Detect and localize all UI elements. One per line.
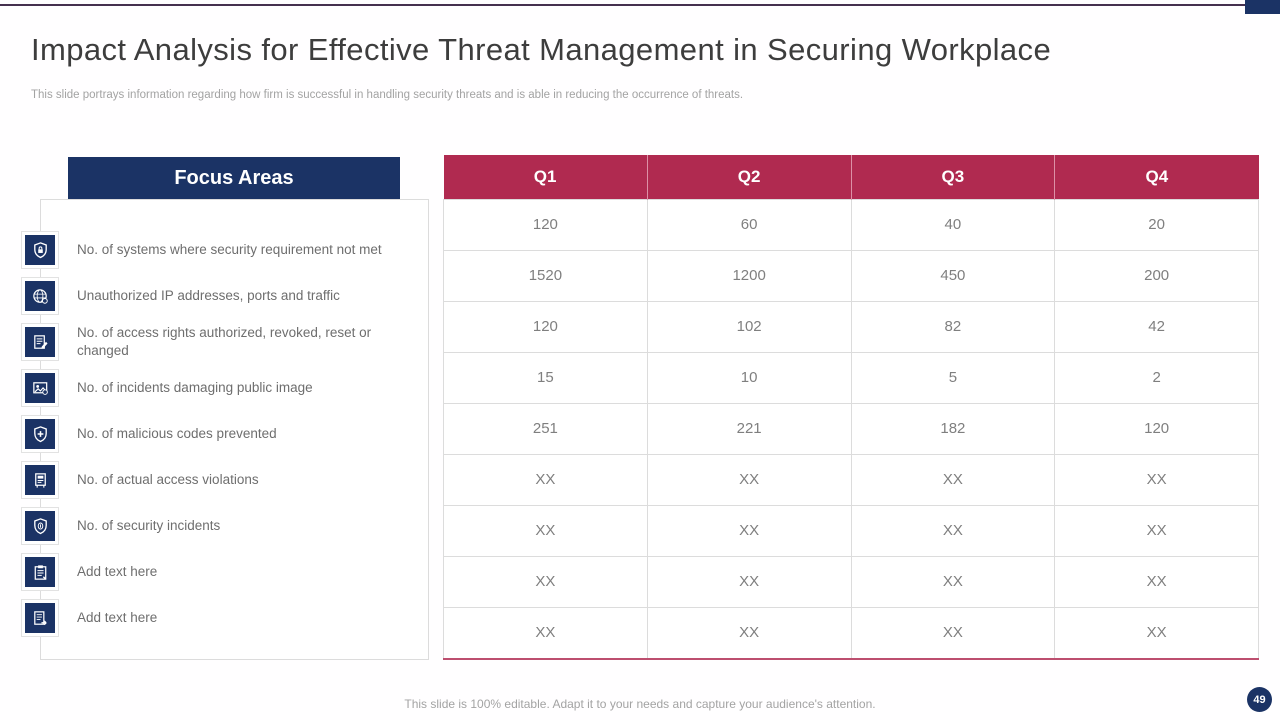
table-cell: XX: [646, 504, 852, 557]
table-cell: XX: [850, 453, 1056, 506]
table-cell: 10: [646, 351, 852, 404]
focus-area-item: No. of security incidents: [21, 503, 428, 549]
table-header-cell: Q4: [1054, 155, 1259, 199]
table-cell: 221: [646, 402, 852, 455]
impact-table-header: Q1 Q2 Q3 Q4: [443, 155, 1259, 199]
top-accent-line: [0, 4, 1280, 6]
table-cell: 102: [646, 300, 852, 353]
table-cell: 450: [850, 249, 1056, 302]
table-cell: 60: [646, 198, 852, 251]
focus-area-label: No. of incidents damaging public image: [77, 380, 313, 395]
table-cell: 120: [443, 198, 648, 251]
focus-area-label: No. of access rights authorized, revoked…: [77, 325, 372, 358]
table-cell: XX: [443, 504, 648, 557]
table-cell: 40: [850, 198, 1056, 251]
document-pen-icon: [21, 323, 59, 361]
page-subtitle: This slide portrays information regardin…: [31, 89, 744, 101]
table-cell: 42: [1054, 300, 1259, 353]
table-cell: 1520: [443, 249, 648, 302]
table-header-cell: Q3: [851, 155, 1056, 199]
focus-area-label: No. of malicious codes prevented: [77, 426, 277, 441]
table-row: 15 10 5 2: [443, 351, 1259, 404]
focus-area-item: No. of systems where security requiremen…: [21, 227, 428, 273]
table-header-cell: Q1: [443, 155, 648, 199]
table-row: XX XX XX XX: [443, 555, 1259, 608]
document-pen-icon: [25, 327, 55, 357]
table-cell: 82: [850, 300, 1056, 353]
clipboard-pencil-icon: [25, 557, 55, 587]
shield-lock-icon: [21, 231, 59, 269]
impact-table-body: 120 60 40 20 1520 1200 450 200 120 102 82 42 15 10 5 2 2…: [443, 198, 1259, 659]
document-arrow-icon: [21, 599, 59, 637]
focus-area-item: No. of actual access violations: [21, 457, 428, 503]
footer-note: This slide is 100% editable. Adapt it to…: [404, 697, 876, 711]
table-row: 1520 1200 450 200: [443, 249, 1259, 302]
shield-plus-icon: [21, 415, 59, 453]
table-cell: XX: [1054, 504, 1259, 557]
table-cell: XX: [443, 606, 648, 659]
table-cell: 251: [443, 402, 648, 455]
page-number-badge: 49: [1247, 687, 1272, 712]
focus-area-item: No. of malicious codes prevented: [21, 411, 428, 457]
access-gate-icon: [25, 465, 55, 495]
table-cell: XX: [443, 555, 648, 608]
table-cell: XX: [443, 453, 648, 506]
table-row: 251 221 182 120: [443, 402, 1259, 455]
focus-area-item[interactable]: Add text here: [21, 595, 428, 641]
table-row: XX XX XX XX: [443, 504, 1259, 557]
corner-accent-block: [1245, 0, 1280, 14]
table-cell: XX: [1054, 555, 1259, 608]
table-header-cell: Q2: [647, 155, 852, 199]
clipboard-pencil-icon: [21, 553, 59, 591]
table-cell: 1200: [646, 249, 852, 302]
focus-area-item[interactable]: Add text here: [21, 549, 428, 595]
focus-areas-list: No. of systems where security requiremen…: [21, 199, 429, 660]
table-cell: 120: [1054, 402, 1259, 455]
focus-area-item: Unauthorized IP addresses, ports and tra…: [21, 273, 428, 319]
table-row: 120 102 82 42: [443, 300, 1259, 353]
focus-area-label: No. of actual access violations: [77, 472, 259, 487]
focus-area-item: No. of access rights authorized, revoked…: [21, 319, 428, 365]
shield-fingerprint-icon: [21, 507, 59, 545]
access-gate-icon: [21, 461, 59, 499]
public-image-icon: [21, 369, 59, 407]
table-cell: 200: [1054, 249, 1259, 302]
table-cell: 15: [443, 351, 648, 404]
impact-table: Q1 Q2 Q3 Q4 120 60 40 20 1520 1200 450 200 120 102 82…: [443, 155, 1259, 659]
focus-area-item: No. of incidents damaging public image: [21, 365, 428, 411]
focus-area-label: No. of security incidents: [77, 518, 221, 533]
table-cell: 5: [850, 351, 1056, 404]
focus-area-label: Unauthorized IP addresses, ports and tra…: [77, 288, 340, 303]
table-cell: 120: [443, 300, 648, 353]
table-cell: XX: [850, 555, 1056, 608]
table-cell: XX: [646, 606, 852, 659]
table-row: 120 60 40 20: [443, 198, 1259, 251]
focus-area-label: Add text here: [77, 610, 158, 625]
document-arrow-icon: [25, 603, 55, 633]
table-cell: 20: [1054, 198, 1259, 251]
shield-lock-icon: [25, 235, 55, 265]
public-image-icon: [25, 373, 55, 403]
table-row: XX XX XX XX: [443, 606, 1259, 659]
table-cell: XX: [646, 555, 852, 608]
table-bottom-accent: [443, 658, 1259, 660]
focus-areas-header: Focus Areas: [68, 157, 400, 199]
page-title: Impact Analysis for Effective Threat Man…: [31, 32, 1052, 67]
focus-area-label: Add text here: [77, 564, 158, 579]
table-cell: XX: [1054, 453, 1259, 506]
table-cell: XX: [850, 606, 1056, 659]
table-cell: 2: [1054, 351, 1259, 404]
focus-area-label: No. of systems where security requiremen…: [77, 242, 382, 257]
table-cell: XX: [646, 453, 852, 506]
table-cell: XX: [850, 504, 1056, 557]
globe-lock-icon: [21, 277, 59, 315]
table-row: XX XX XX XX: [443, 453, 1259, 506]
table-cell: XX: [1054, 606, 1259, 659]
shield-fingerprint-icon: [25, 511, 55, 541]
shield-plus-icon: [25, 419, 55, 449]
table-cell: 182: [850, 402, 1056, 455]
globe-lock-icon: [25, 281, 55, 311]
